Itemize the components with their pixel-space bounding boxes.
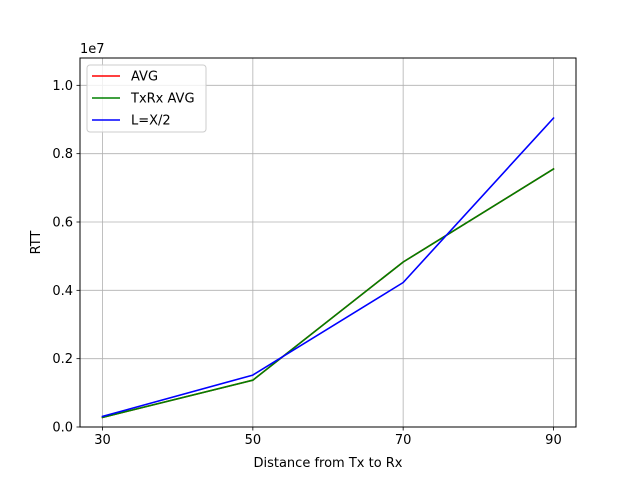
series-line-1 [101,167,555,419]
x-tick-label: 30 [94,433,111,448]
x-axis-label: Distance from Tx to Rx [253,456,402,471]
legend-label: TxRx AVG [130,92,195,107]
plot-frame [79,57,577,428]
y-tick-label: 0.0 [52,421,73,436]
legend-label: AVG [131,70,158,85]
y-axis-label: RTT [29,231,44,255]
y-tick-label: 0.4 [52,284,73,299]
legend-frame [86,64,207,133]
legend-label: L=X/2 [131,114,171,129]
x-tick-label: 70 [395,433,412,448]
series-lines [101,116,555,419]
y-tick-label: 0.6 [52,216,73,231]
series-line-0 [101,167,555,419]
y-tick-label: 1.0 [52,79,73,94]
y-tick-label: 0.8 [52,147,73,162]
y-offset-label: 1e7 [80,42,105,57]
x-tick-label: 50 [245,433,262,448]
axis-ticks: 30 50 70 90 0.0 0.2 0.4 0.6 0.8 1.0 [52,79,561,448]
series-line-2 [101,116,555,418]
x-tick-label: 90 [545,433,562,448]
y-tick-label: 0.2 [52,352,73,367]
legend: AVG TxRx AVG L=X/2 [86,64,207,133]
